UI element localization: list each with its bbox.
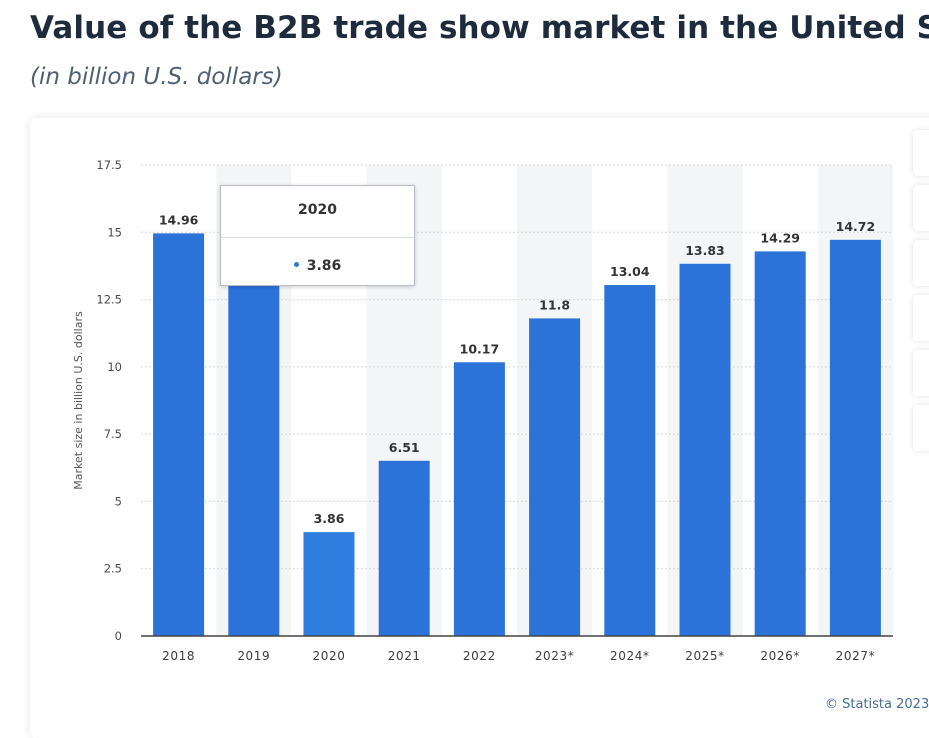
- page-subtitle: (in billion U.S. dollars): [30, 64, 283, 90]
- data-label: 10.17: [460, 341, 500, 356]
- toolbar-button-3[interactable]: [913, 240, 929, 286]
- x-tick-label: 2027*: [836, 649, 876, 663]
- toolbar-button-6[interactable]: [913, 405, 929, 451]
- y-tick-label: 12.5: [96, 293, 122, 307]
- tooltip-value: 3.86: [306, 258, 342, 274]
- y-tick-label: 10: [107, 360, 122, 374]
- data-label: 13.83: [685, 243, 725, 258]
- toolbar-button-1[interactable]: [913, 130, 929, 176]
- data-label: 14.96: [159, 212, 199, 227]
- statista-credit-link[interactable]: © Statista 2023: [825, 697, 929, 712]
- bar: [604, 285, 656, 636]
- side-toolbar: [913, 130, 929, 460]
- bar: [679, 263, 731, 636]
- toolbar-button-4[interactable]: [913, 295, 929, 341]
- bar: [754, 251, 806, 637]
- page-title: Value of the B2B trade show market in th…: [30, 10, 929, 46]
- x-tick-label: 2022: [463, 649, 496, 663]
- bar: [228, 216, 280, 637]
- tooltip-divider: [221, 237, 414, 238]
- bar: [453, 362, 505, 636]
- data-label: 11.8: [539, 297, 570, 312]
- x-tick-label: 2026*: [760, 649, 800, 663]
- bar: [303, 532, 355, 636]
- x-tick-label: 2021: [388, 649, 421, 663]
- tooltip-category: 2020: [298, 202, 337, 218]
- y-tick-label: 15: [107, 225, 122, 239]
- data-label: 3.86: [314, 511, 345, 526]
- bar: [153, 233, 205, 636]
- data-label: 6.51: [389, 440, 420, 455]
- tooltip-series-dot-icon: [293, 261, 299, 267]
- y-tick-label: 5: [115, 494, 122, 508]
- data-label: 14.29: [760, 230, 800, 245]
- y-tick-label: 0: [115, 629, 122, 643]
- bar: [529, 318, 581, 636]
- bar: [829, 239, 881, 636]
- x-tick-label: 2018: [162, 649, 195, 663]
- x-tick-label: 2020: [313, 649, 346, 663]
- chart-tooltip: 2020 3.86: [220, 185, 415, 286]
- toolbar-button-2[interactable]: [913, 185, 929, 231]
- y-tick-label: 2.5: [104, 562, 122, 576]
- y-axis-title: Market size in billion U.S. dollars: [72, 311, 85, 490]
- toolbar-button-5[interactable]: [913, 350, 929, 396]
- data-label: 14.72: [836, 219, 876, 234]
- x-tick-label: 2024*: [610, 649, 650, 663]
- data-label: 13.04: [610, 264, 650, 279]
- y-tick-label: 17.5: [96, 158, 122, 172]
- x-tick-label: 2025*: [685, 649, 725, 663]
- y-tick-label: 7.5: [104, 427, 122, 441]
- x-tick-label: 2019: [237, 649, 270, 663]
- bar: [378, 460, 430, 636]
- x-tick-label: 2023*: [535, 649, 575, 663]
